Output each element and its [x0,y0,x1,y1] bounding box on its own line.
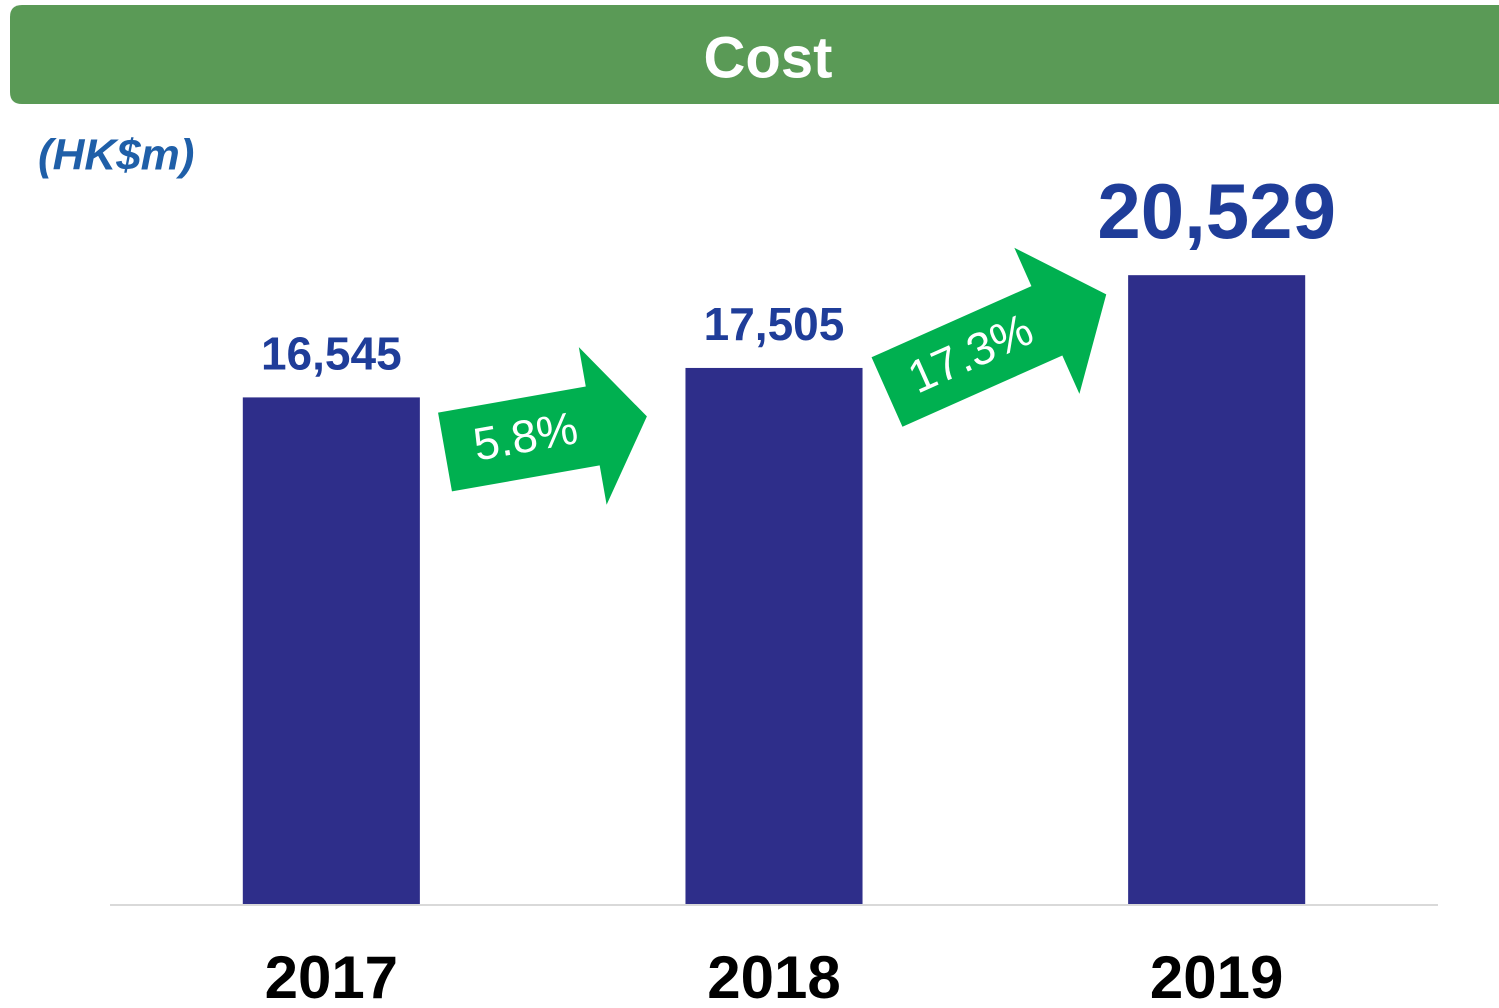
chart-title: Cost [704,25,833,90]
x-tick-label: 2018 [707,944,840,1008]
growth-arrow: 5.8% [438,347,647,505]
bar [685,367,863,905]
arrow-shape [871,247,1107,427]
growth-arrow: 17.3% [871,247,1107,427]
bar [1128,275,1306,905]
value-label: 16,545 [261,328,402,380]
arrow-shape [438,347,647,505]
value-label: 17,505 [704,298,845,350]
x-tick-label: 2019 [1150,944,1283,1008]
unit-label: (HK$m) [38,131,194,180]
value-label: 20,529 [1097,167,1336,255]
bar [242,397,420,905]
title-banner [10,5,1499,104]
x-tick-label: 2017 [265,944,398,1008]
